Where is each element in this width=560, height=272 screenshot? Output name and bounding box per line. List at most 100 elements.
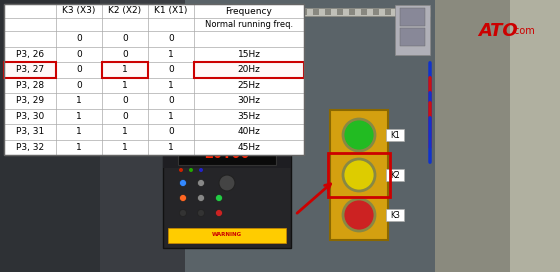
Bar — [373, 9, 379, 15]
Text: 0: 0 — [122, 112, 128, 121]
Text: 1: 1 — [122, 127, 128, 136]
Bar — [510, 0, 560, 272]
Text: P3, 29: P3, 29 — [16, 96, 44, 105]
Bar — [325, 9, 331, 15]
Text: 1: 1 — [76, 127, 82, 136]
Text: P3, 27: P3, 27 — [16, 65, 44, 74]
Bar — [241, 9, 247, 15]
Text: 40Hz: 40Hz — [237, 127, 260, 136]
Text: 0: 0 — [168, 127, 174, 136]
Text: K1 (X1): K1 (X1) — [155, 7, 188, 16]
Text: 1: 1 — [168, 81, 174, 90]
Bar — [163, 138, 291, 168]
Circle shape — [180, 180, 186, 187]
Text: 0: 0 — [168, 34, 174, 43]
Text: 0: 0 — [122, 34, 128, 43]
Text: 20Hz: 20Hz — [237, 65, 260, 74]
Text: K3: K3 — [390, 211, 400, 220]
Bar — [102, 62, 148, 78]
Bar — [265, 9, 271, 15]
Bar — [409, 9, 415, 15]
Circle shape — [343, 199, 375, 231]
Bar — [435, 0, 510, 272]
Text: 0: 0 — [76, 81, 82, 90]
Bar — [386, 169, 404, 181]
Text: 0: 0 — [122, 96, 128, 105]
Text: 0: 0 — [76, 50, 82, 59]
Text: K2: K2 — [390, 171, 400, 180]
Circle shape — [198, 180, 204, 187]
Bar — [163, 138, 291, 248]
Bar — [185, 0, 435, 272]
Bar — [4, 4, 304, 155]
Bar — [361, 9, 367, 15]
Text: 1: 1 — [168, 143, 174, 152]
Bar — [205, 9, 211, 15]
Bar — [194, 62, 304, 78]
Text: 20.00: 20.00 — [204, 147, 250, 162]
Bar — [4, 4, 304, 155]
Bar — [330, 110, 388, 240]
Bar — [277, 9, 283, 15]
Bar — [301, 9, 307, 15]
Text: 35Hz: 35Hz — [237, 112, 260, 121]
Text: 1: 1 — [168, 112, 174, 121]
Bar — [229, 9, 235, 15]
Text: P3, 32: P3, 32 — [16, 143, 44, 152]
Text: 0: 0 — [76, 34, 82, 43]
Bar — [253, 9, 259, 15]
Text: 1: 1 — [122, 81, 128, 90]
Text: 45Hz: 45Hz — [237, 143, 260, 152]
Text: 0: 0 — [168, 96, 174, 105]
Bar — [168, 228, 286, 243]
Text: 1: 1 — [122, 65, 128, 74]
Bar — [328, 153, 390, 197]
Bar — [0, 0, 100, 272]
Bar — [400, 8, 425, 26]
Text: 25Hz: 25Hz — [237, 81, 260, 90]
Bar — [200, 8, 430, 16]
Circle shape — [180, 194, 186, 202]
Circle shape — [219, 175, 235, 191]
Circle shape — [180, 209, 186, 217]
Bar — [386, 209, 404, 221]
Text: Normal running freq.: Normal running freq. — [205, 20, 293, 29]
Bar — [4, 62, 56, 78]
Circle shape — [216, 194, 222, 202]
Bar — [100, 0, 185, 272]
Circle shape — [343, 119, 375, 151]
Bar — [349, 9, 355, 15]
Text: 0: 0 — [76, 65, 82, 74]
Text: K3 (X3): K3 (X3) — [62, 7, 96, 16]
Text: 15Hz: 15Hz — [237, 50, 260, 59]
Bar — [313, 9, 319, 15]
Text: K2 (X2): K2 (X2) — [109, 7, 142, 16]
Bar — [337, 9, 343, 15]
Circle shape — [216, 209, 222, 217]
Text: .com: .com — [511, 26, 535, 36]
Circle shape — [199, 168, 203, 172]
Circle shape — [343, 159, 375, 191]
Bar — [217, 9, 223, 15]
Text: P3, 30: P3, 30 — [16, 112, 44, 121]
Bar — [400, 28, 425, 46]
Text: 1: 1 — [76, 112, 82, 121]
Text: 1: 1 — [122, 143, 128, 152]
Bar — [395, 5, 430, 55]
Text: K1: K1 — [390, 131, 400, 140]
Bar — [178, 143, 276, 165]
Text: 30Hz: 30Hz — [237, 96, 260, 105]
Bar — [385, 9, 391, 15]
Text: 1: 1 — [168, 50, 174, 59]
Text: 0: 0 — [168, 65, 174, 74]
Circle shape — [179, 168, 183, 172]
Text: P3, 28: P3, 28 — [16, 81, 44, 90]
Bar — [386, 129, 404, 141]
Circle shape — [189, 168, 193, 172]
Text: P3, 26: P3, 26 — [16, 50, 44, 59]
Text: 1: 1 — [76, 143, 82, 152]
Bar — [421, 9, 427, 15]
Text: 1: 1 — [76, 96, 82, 105]
Text: Frequency: Frequency — [226, 7, 272, 16]
Text: 0: 0 — [122, 50, 128, 59]
